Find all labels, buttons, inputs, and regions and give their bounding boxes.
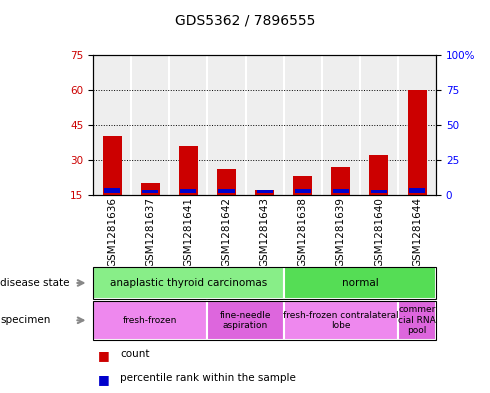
Bar [93, 301, 207, 340]
Text: ■: ■ [98, 373, 110, 386]
Bar [255, 190, 274, 195]
Text: percentile rank within the sample: percentile rank within the sample [120, 373, 296, 382]
Text: GDS5362 / 7896555: GDS5362 / 7896555 [175, 13, 315, 28]
Bar [93, 267, 284, 299]
Bar [104, 187, 120, 193]
Text: fresh-frozen: fresh-frozen [123, 316, 177, 325]
Bar [141, 183, 160, 195]
Bar [142, 190, 158, 193]
Bar [217, 169, 236, 195]
Bar [371, 190, 387, 193]
Bar [284, 267, 436, 299]
Text: count: count [120, 349, 149, 359]
Bar [369, 155, 389, 195]
Text: ■: ■ [98, 349, 110, 362]
Bar [256, 190, 273, 193]
Bar [408, 90, 427, 195]
Bar [331, 167, 350, 195]
Text: disease state: disease state [0, 278, 70, 288]
Bar [293, 176, 312, 195]
Text: anaplastic thyroid carcinomas: anaplastic thyroid carcinomas [110, 278, 267, 288]
Bar [333, 189, 349, 193]
Bar [102, 136, 122, 195]
Text: specimen: specimen [0, 315, 50, 325]
Text: fine-needle
aspiration: fine-needle aspiration [220, 310, 271, 330]
Bar [207, 301, 284, 340]
Bar [409, 187, 425, 193]
Bar [294, 189, 311, 193]
Text: commer
cial RNA
pool: commer cial RNA pool [398, 305, 436, 335]
Text: normal: normal [342, 278, 378, 288]
Bar [398, 301, 436, 340]
Bar [284, 301, 398, 340]
Bar [219, 189, 235, 193]
Bar [179, 146, 198, 195]
Bar [180, 189, 196, 193]
Text: fresh-frozen contralateral
lobe: fresh-frozen contralateral lobe [283, 310, 399, 330]
